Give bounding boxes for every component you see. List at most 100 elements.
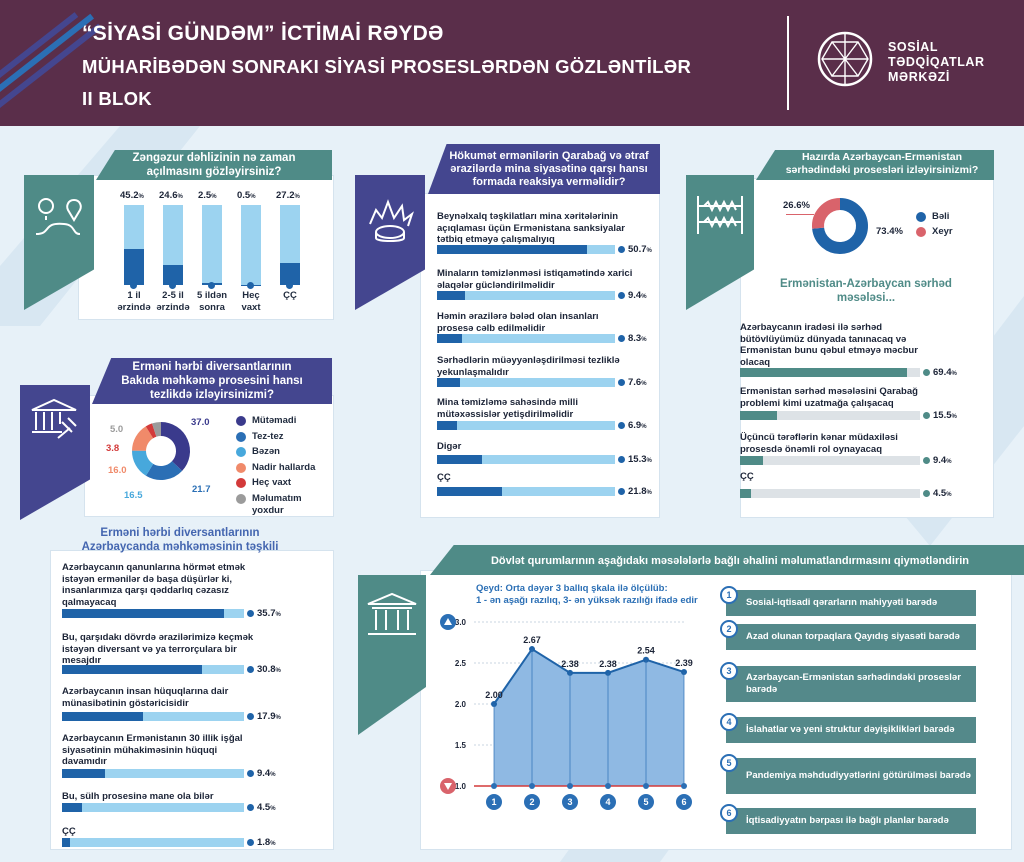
col-bar-1 bbox=[163, 265, 183, 285]
follow-border-donut bbox=[812, 198, 868, 254]
org-bar-4 bbox=[62, 803, 83, 812]
header-subtitle: MÜHARİBƏDƏN SONRAKI SİYASİ PROSESLƏRDƏN … bbox=[82, 56, 692, 77]
border-value-3: 4.5% bbox=[933, 488, 952, 499]
x-circle-0 bbox=[486, 794, 502, 810]
mine-bar-4 bbox=[437, 421, 458, 430]
slice-0 bbox=[812, 198, 868, 254]
point-label-0: 2.00 bbox=[485, 690, 503, 700]
border-value-1: 15.5% bbox=[933, 410, 957, 421]
org-value-2: 17.9% bbox=[257, 711, 281, 722]
mine-dot-6 bbox=[618, 488, 625, 495]
col-bg-2 bbox=[202, 205, 222, 285]
org-bar-2 bbox=[62, 712, 144, 721]
logo-icon bbox=[817, 31, 873, 87]
panel-info-title: Dövlət qurumlarının aşağıdakı məsələlərl… bbox=[490, 555, 970, 567]
mine-bar-1 bbox=[437, 291, 465, 300]
col-value-0: 45.2% bbox=[120, 190, 144, 201]
x-label-0: 1 bbox=[491, 797, 496, 807]
trial-pie-label-0: 37.0 bbox=[191, 417, 210, 428]
org-bg-4 bbox=[62, 803, 244, 812]
org-dot-0 bbox=[247, 610, 254, 617]
col-bg-3 bbox=[241, 205, 261, 285]
mine-value-1: 9.4% bbox=[628, 290, 647, 301]
col-value-3: 0.5% bbox=[237, 190, 256, 201]
point-label-2: 2.38 bbox=[561, 659, 579, 669]
point-2 bbox=[567, 669, 573, 676]
x-circle-4 bbox=[638, 794, 654, 810]
slice-2 bbox=[132, 450, 154, 476]
trial-legend-dot-2 bbox=[236, 447, 246, 457]
pie1-label-yes: 73.4% bbox=[876, 226, 903, 237]
info-item-1: Sosial-iqtisadi qərarların mahiyyəti bar… bbox=[726, 590, 976, 616]
org-dot-2 bbox=[247, 713, 254, 720]
mine-label-0: Beynəlxalq təşkilatları mina xəritələrin… bbox=[437, 211, 625, 245]
trial-follow-donut bbox=[132, 422, 190, 480]
trial-pie-label-5: 5.0 bbox=[110, 424, 124, 435]
col-label-4: ÇÇ bbox=[283, 290, 297, 301]
mine-bg-3 bbox=[437, 378, 615, 387]
info-item-num-3: 3 bbox=[720, 662, 738, 680]
mine-value-0: 50.7% bbox=[628, 244, 652, 255]
slice-5 bbox=[152, 422, 162, 437]
mine-dot-3 bbox=[618, 379, 625, 386]
org-bar-0 bbox=[62, 609, 225, 618]
ytick-4: 1.0 bbox=[455, 782, 467, 791]
mine-bar-0 bbox=[437, 245, 588, 254]
border-question-title: Ermənistan-Azərbaycan sərhəd məsələsi... bbox=[780, 278, 952, 304]
info-item-4: İslahatlar və yeni struktur dəyişikliklə… bbox=[726, 717, 976, 743]
org-value-4: 4.5% bbox=[257, 802, 276, 813]
trial-legend-5: Məlumatım yoxdur bbox=[252, 492, 302, 516]
mine-bar-2 bbox=[437, 334, 462, 343]
border-value-0: 69.4% bbox=[933, 367, 957, 378]
slice-1 bbox=[812, 198, 841, 229]
org-value-1: 30.8% bbox=[257, 664, 281, 675]
col-label-3: Heç vaxt bbox=[241, 290, 261, 313]
border-dot-2 bbox=[923, 457, 930, 464]
org-value-0: 35.7% bbox=[257, 608, 281, 619]
org-label-3: Azərbaycanın Ermənistanın 30 illik işğal… bbox=[62, 733, 243, 767]
border-bg-1 bbox=[740, 411, 920, 420]
info-item-num-6: 6 bbox=[720, 804, 738, 822]
map-pin-icon bbox=[35, 198, 82, 235]
pie1-label-no: 26.6% bbox=[783, 200, 810, 211]
org-bg-2 bbox=[62, 712, 244, 721]
point-label-1: 2.67 bbox=[523, 635, 541, 645]
ytick-2: 2.0 bbox=[455, 700, 467, 709]
area-line bbox=[493, 647, 685, 705]
col-bg-1 bbox=[163, 205, 183, 285]
col-dot-4 bbox=[286, 282, 293, 289]
base-dot-5 bbox=[681, 783, 687, 789]
mine-value-2: 8.3% bbox=[628, 333, 647, 344]
border-dot-0 bbox=[923, 369, 930, 376]
slice-0 bbox=[160, 422, 190, 471]
point-label-4: 2.54 bbox=[637, 646, 655, 656]
org-label-5: ÇÇ bbox=[62, 826, 76, 837]
point-3 bbox=[605, 669, 611, 676]
base-dot-3 bbox=[605, 783, 611, 789]
slice-3 bbox=[132, 426, 154, 452]
government-building-icon bbox=[367, 592, 417, 635]
trial-legend-dot-4 bbox=[236, 478, 246, 488]
mine-label-6: ÇÇ bbox=[437, 472, 451, 483]
area-fill bbox=[494, 649, 684, 786]
base-dot-0 bbox=[491, 783, 497, 789]
trial-legend-dot-0 bbox=[236, 416, 246, 426]
org-bg-5 bbox=[62, 838, 244, 847]
mine-bar-6 bbox=[437, 487, 502, 496]
border-label-0: Azərbaycanın iradəsi ilə sərhəd bütövlüy… bbox=[740, 322, 918, 368]
ytick-3: 1.5 bbox=[455, 741, 467, 750]
panel-zangezur-title-bar bbox=[96, 150, 332, 180]
down-arrow-glyph bbox=[444, 783, 452, 790]
court-gavel-icon bbox=[31, 398, 77, 439]
info-item-5: Pandemiya məhdudiyyətlərini götürülməsi … bbox=[726, 758, 976, 794]
mine-label-4: Mina təmizləmə sahəsində milli mütəxəssi… bbox=[437, 397, 578, 420]
pie1-leader-no bbox=[786, 214, 814, 215]
org-bar-5 bbox=[62, 838, 71, 847]
trial-legend-dot-5 bbox=[236, 493, 246, 504]
ytick-0: 3.0 bbox=[455, 618, 467, 627]
col-bar-0 bbox=[124, 248, 144, 285]
slice-4 bbox=[145, 423, 157, 439]
col-value-2: 2.5% bbox=[198, 190, 217, 201]
slice-1 bbox=[145, 460, 183, 480]
mine-value-3: 7.6% bbox=[628, 377, 647, 388]
